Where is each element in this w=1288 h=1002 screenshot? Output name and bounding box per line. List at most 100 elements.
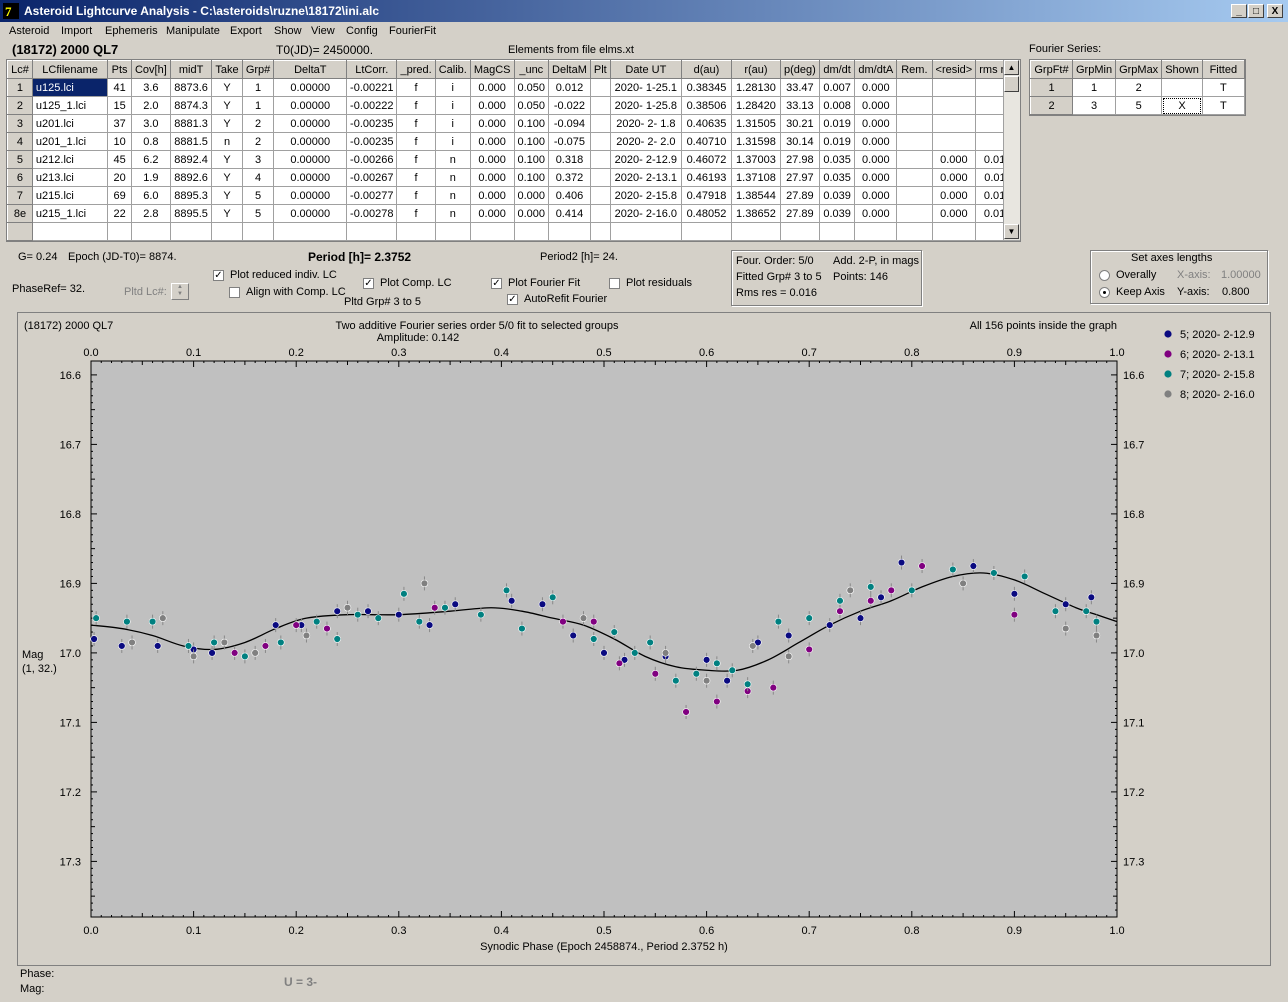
table-cell[interactable]: u125.lci: [31, 78, 109, 97]
table-cell[interactable]: [931, 114, 977, 133]
table-cell[interactable]: [273, 222, 348, 241]
lc-col-header[interactable]: dm/dtA: [854, 60, 898, 79]
table-cell[interactable]: 8873.6: [169, 78, 213, 97]
table-cell[interactable]: u213.lci: [31, 168, 109, 187]
table-cell[interactable]: n: [434, 204, 471, 223]
table-cell[interactable]: 0.318: [548, 150, 591, 169]
table-cell[interactable]: 8895.5: [169, 204, 213, 223]
table-cell[interactable]: f: [396, 186, 436, 205]
table-cell[interactable]: 0.019: [818, 132, 856, 151]
menu-config[interactable]: Config: [346, 25, 378, 37]
table-cell[interactable]: 0.000: [513, 186, 550, 205]
table-cell[interactable]: 2020- 2-13.1: [609, 168, 683, 187]
table-cell[interactable]: 1: [241, 96, 275, 115]
menu-asteroid[interactable]: Asteroid: [9, 25, 50, 37]
fourier-cell[interactable]: [1161, 78, 1203, 97]
y-axis-value[interactable]: 0.800: [1222, 286, 1250, 298]
table-cell[interactable]: [589, 114, 611, 133]
lc-col-header[interactable]: DeltaM: [548, 60, 591, 79]
table-cell[interactable]: 2: [241, 114, 275, 133]
table-cell[interactable]: [241, 222, 275, 241]
table-cell[interactable]: 0.00000: [273, 78, 348, 97]
table-cell[interactable]: [589, 78, 611, 97]
table-cell[interactable]: [130, 222, 171, 241]
table-cell[interactable]: [548, 222, 591, 241]
plot-residuals-checkbox[interactable]: [609, 278, 620, 289]
fourier-cell[interactable]: 1: [1030, 78, 1073, 97]
table-cell[interactable]: f: [396, 114, 436, 133]
table-row[interactable]: 7 u215.lci 69 6.0 8895.3 Y 5 0.00000 -0.00277 f n 0…: [7, 186, 1020, 205]
table-cell[interactable]: 0.00000: [273, 186, 348, 205]
table-cell[interactable]: 8892.4: [169, 150, 213, 169]
table-cell[interactable]: i: [434, 132, 471, 151]
table-cell[interactable]: [7, 222, 33, 241]
table-cell[interactable]: 6.0: [130, 186, 171, 205]
table-cell[interactable]: [169, 222, 213, 241]
lc-col-header[interactable]: Date UT: [609, 60, 683, 79]
table-cell[interactable]: [931, 96, 977, 115]
table-cell[interactable]: 0.000: [854, 150, 898, 169]
table-cell[interactable]: 0.000: [854, 204, 898, 223]
table-cell[interactable]: 30.14: [780, 132, 820, 151]
table-cell[interactable]: 0.00000: [273, 150, 348, 169]
table-cell[interactable]: n: [434, 186, 471, 205]
menu-import[interactable]: Import: [61, 25, 93, 37]
table-cell[interactable]: 0.008: [818, 96, 856, 115]
table-cell[interactable]: 0.40635: [681, 114, 732, 133]
table-cell[interactable]: 2020- 1-25.8: [609, 96, 683, 115]
lc-col-header[interactable]: Rem.: [896, 60, 933, 79]
table-cell[interactable]: 1: [241, 78, 275, 97]
table-cell[interactable]: [896, 204, 933, 223]
table-cell[interactable]: 0.050: [513, 96, 550, 115]
table-cell[interactable]: 0.000: [854, 132, 898, 151]
table-row[interactable]: 4 u201_1.lci 10 0.8 8881.5 n 2 0.00000 -0.00235 f…: [7, 132, 1020, 151]
table-cell[interactable]: 2020- 2- 2.0: [609, 132, 683, 151]
table-cell[interactable]: u201_1.lci: [31, 132, 109, 151]
table-cell[interactable]: 0.000: [854, 114, 898, 133]
table-cell[interactable]: -0.00266: [346, 150, 398, 169]
table-cell[interactable]: [469, 222, 515, 241]
table-cell[interactable]: f: [396, 96, 436, 115]
lc-col-header[interactable]: LCfilename: [31, 60, 109, 79]
table-cell[interactable]: 3: [241, 150, 275, 169]
table-cell[interactable]: 2020- 2-15.8: [609, 186, 683, 205]
table-cell[interactable]: u125_1.lci: [31, 96, 109, 115]
table-cell[interactable]: 0.8: [130, 132, 171, 151]
table-cell[interactable]: 0.46193: [681, 168, 732, 187]
table-cell[interactable]: -0.00235: [346, 132, 398, 151]
align-comp-checkbox[interactable]: [229, 287, 240, 298]
table-cell[interactable]: f: [396, 168, 436, 187]
lc-col-header[interactable]: d(au): [681, 60, 732, 79]
autorefit-checkbox[interactable]: ✓: [507, 294, 518, 305]
table-cell[interactable]: 0.40710: [681, 132, 732, 151]
maximize-button[interactable]: □: [1248, 4, 1264, 18]
table-cell[interactable]: u201.lci: [31, 114, 109, 133]
table-cell[interactable]: 10: [107, 132, 132, 151]
table-cell[interactable]: 0.38506: [681, 96, 732, 115]
table-cell[interactable]: [896, 114, 933, 133]
table-cell[interactable]: 0.100: [513, 114, 550, 133]
table-cell[interactable]: 8874.3: [169, 96, 213, 115]
lc-col-header[interactable]: Plt: [589, 60, 611, 79]
table-cell[interactable]: 30.21: [780, 114, 820, 133]
table-cell[interactable]: [589, 150, 611, 169]
table-cell[interactable]: -0.094: [548, 114, 591, 133]
table-cell[interactable]: 0.000: [469, 114, 515, 133]
lightcurve-plot-panel[interactable]: (18172) 2000 QL7 Two additive Fourier ser…: [17, 312, 1271, 966]
table-cell[interactable]: 0.000: [469, 204, 515, 223]
table-cell[interactable]: -0.00267: [346, 168, 398, 187]
table-cell[interactable]: 0.000: [931, 168, 977, 187]
lc-col-header[interactable]: Take: [211, 60, 243, 79]
table-cell[interactable]: 0.00000: [273, 96, 348, 115]
fourier-cell[interactable]: 2: [1030, 96, 1073, 115]
table-cell[interactable]: 1.38544: [730, 186, 782, 205]
fourier-cell[interactable]: 1: [1071, 78, 1117, 97]
table-cell[interactable]: [31, 222, 109, 241]
table-cell[interactable]: 0.000: [469, 78, 515, 97]
table-cell[interactable]: 0.100: [513, 150, 550, 169]
phaseref-label[interactable]: PhaseRef= 32.: [12, 283, 86, 295]
lc-col-header[interactable]: r(au): [730, 60, 782, 79]
lc-col-header[interactable]: <resid>: [931, 60, 977, 79]
table-cell[interactable]: 0.035: [818, 150, 856, 169]
